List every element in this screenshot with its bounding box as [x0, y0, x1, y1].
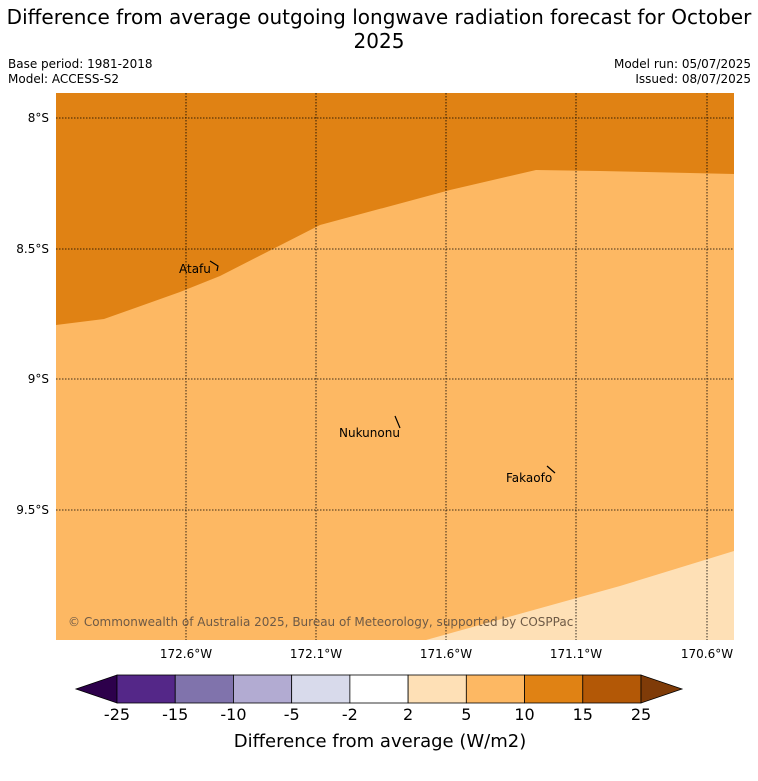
- place-label-fakaofo: Fakaofo: [506, 471, 552, 485]
- lat-label: 8.5°S: [16, 242, 49, 256]
- place-label-nukunonu: Nukunonu: [339, 426, 400, 440]
- colorbar-tick-label: 25: [631, 705, 651, 724]
- base-period: Base period: 1981-2018: [8, 57, 153, 71]
- colorbar-tick-label: 2: [403, 705, 413, 724]
- colorbar-segment: [465, 674, 525, 704]
- colorbar-tick-label: -10: [220, 705, 246, 724]
- lon-label: 171.6°W: [420, 647, 472, 661]
- model-run: Model run: 05/07/2025: [613, 57, 751, 71]
- colorbar-segment: [174, 674, 234, 704]
- colorbar-tick-label: -15: [162, 705, 188, 724]
- colorbar-segment: [116, 674, 176, 704]
- colorbar-extension-low: [74, 674, 118, 704]
- fakaofo-outline: [546, 465, 556, 474]
- colorbar-segment: [582, 674, 642, 704]
- lon-label: 171.1°W: [550, 647, 602, 661]
- lat-label: 9°S: [28, 372, 49, 386]
- map-panel: Atafu Nukunonu Fakaofo © Commonwealth of…: [56, 93, 734, 640]
- meta-right: Model run: 05/07/2025 Issued: 08/07/2025: [614, 57, 751, 87]
- atafu-outline: [209, 260, 219, 272]
- latitude-labels: 8°S 8.5°S 9°S 9.5°S: [16, 111, 49, 517]
- colorbar-segment: [524, 674, 584, 704]
- colorbar-tick-label: 15: [573, 705, 593, 724]
- lat-label: 9.5°S: [16, 503, 49, 517]
- nukunonu-outline: [394, 415, 401, 429]
- longitude-labels: 172.6°W 172.1°W 171.6°W 171.1°W 170.6°W: [160, 647, 733, 661]
- meta-left: Base period: 1981-2018 Model: ACCESS-S2: [8, 57, 153, 87]
- colorbar-segment: [233, 674, 293, 704]
- place-label-atafu: Atafu: [179, 262, 211, 276]
- colorbar-segment: [291, 674, 351, 704]
- colorbar-extension-high: [640, 674, 684, 704]
- region-10-15: [56, 93, 734, 325]
- colorbar-tick-label: -5: [284, 705, 300, 724]
- colorbar-segment: [349, 674, 409, 704]
- graticule: [56, 93, 734, 640]
- colorbar-tick-label: -25: [104, 705, 130, 724]
- colorbar-tick-label: 10: [514, 705, 534, 724]
- colorbar-ticks: -25 -15 -10 -5 -2 2 5 10 15 25: [104, 705, 651, 724]
- colorbar-title: Difference from average (W/m2): [234, 731, 526, 752]
- region-2-5: [426, 551, 734, 640]
- colorbar-tick-label: 5: [461, 705, 471, 724]
- map-title: Difference from average outgoing longwav…: [6, 5, 752, 53]
- copyright-notice: © Commonwealth of Australia 2025, Bureau…: [68, 615, 573, 629]
- colorbar-segment: [407, 674, 467, 704]
- issued-date: Issued: 08/07/2025: [635, 72, 751, 86]
- lon-label: 172.1°W: [290, 647, 342, 661]
- colorbar-tick-label: -2: [342, 705, 358, 724]
- lon-label: 170.6°W: [681, 647, 733, 661]
- lon-label: 172.6°W: [160, 647, 212, 661]
- colorbar: [74, 674, 684, 704]
- lat-label: 8°S: [28, 111, 49, 125]
- model-name: Model: ACCESS-S2: [8, 72, 120, 86]
